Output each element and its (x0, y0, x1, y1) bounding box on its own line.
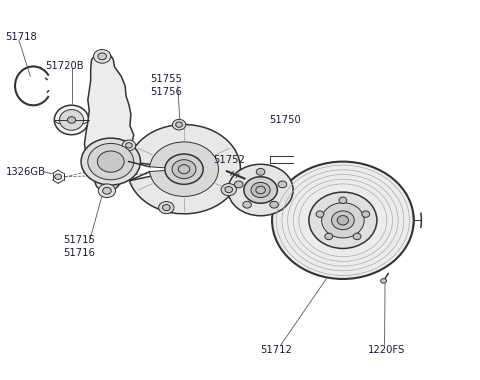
Circle shape (225, 187, 233, 193)
Ellipse shape (332, 211, 354, 230)
Text: 51718: 51718 (5, 32, 37, 43)
Polygon shape (84, 52, 134, 193)
Circle shape (251, 182, 270, 198)
Circle shape (98, 184, 116, 198)
Ellipse shape (60, 109, 84, 130)
Circle shape (172, 160, 196, 179)
Text: 51752: 51752 (213, 155, 245, 165)
Circle shape (98, 53, 107, 60)
Circle shape (94, 49, 111, 63)
Ellipse shape (325, 233, 333, 240)
Wedge shape (150, 142, 218, 196)
Circle shape (381, 279, 386, 283)
Circle shape (88, 143, 134, 180)
Circle shape (163, 204, 170, 211)
Circle shape (176, 122, 182, 127)
Circle shape (270, 201, 278, 208)
Circle shape (165, 154, 203, 184)
Circle shape (97, 151, 124, 172)
Ellipse shape (353, 233, 361, 240)
Text: 51720B: 51720B (45, 61, 84, 71)
Text: 1220FS: 1220FS (368, 345, 406, 355)
Ellipse shape (272, 162, 414, 279)
Circle shape (256, 168, 265, 175)
Circle shape (172, 119, 186, 130)
Circle shape (221, 184, 237, 196)
Ellipse shape (339, 197, 347, 204)
Text: 51756: 51756 (150, 87, 182, 97)
Ellipse shape (54, 105, 89, 135)
Text: 51755: 51755 (150, 74, 182, 84)
Circle shape (228, 164, 293, 216)
Ellipse shape (309, 192, 377, 249)
Ellipse shape (337, 215, 348, 225)
Circle shape (67, 117, 76, 123)
Circle shape (234, 181, 243, 188)
Circle shape (103, 187, 111, 194)
Circle shape (122, 140, 136, 150)
Ellipse shape (362, 211, 370, 217)
Circle shape (159, 201, 174, 214)
Circle shape (243, 201, 252, 208)
Circle shape (126, 142, 132, 148)
Wedge shape (128, 125, 240, 214)
Text: 51712: 51712 (260, 345, 292, 355)
Circle shape (81, 138, 141, 185)
Text: 51715: 51715 (63, 235, 95, 245)
Text: 51716: 51716 (63, 248, 95, 258)
Circle shape (278, 181, 287, 188)
Ellipse shape (316, 211, 324, 217)
Circle shape (55, 174, 61, 179)
Ellipse shape (322, 203, 364, 238)
Text: 1326GB: 1326GB (5, 167, 46, 177)
Text: 51750: 51750 (270, 115, 301, 125)
Circle shape (244, 177, 277, 203)
